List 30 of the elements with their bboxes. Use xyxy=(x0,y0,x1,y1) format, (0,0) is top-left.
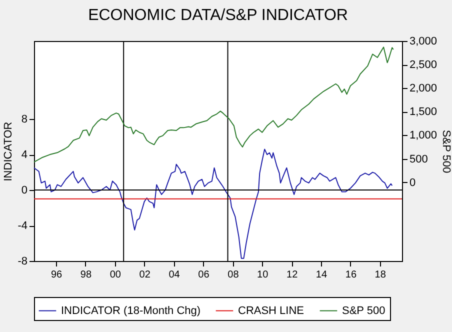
x-tick-label: 12 xyxy=(286,270,298,280)
y-axis-title: INDICATOR xyxy=(2,122,15,182)
x-tick-label: 98 xyxy=(80,270,92,280)
x-tick-label: 14 xyxy=(316,270,328,280)
legend-label: CRASH LINE xyxy=(238,304,304,317)
x-tick-label: 10 xyxy=(257,270,269,280)
y-tick-label: 4 xyxy=(21,149,28,162)
legend-label: INDICATOR (18-Month Chg) xyxy=(61,304,201,317)
x-tick-label: 18 xyxy=(374,270,386,280)
y2-tick-label: 2,000 xyxy=(410,82,438,95)
x-tick-label: 06 xyxy=(198,270,210,280)
y2-tick-label: 2,500 xyxy=(410,59,438,72)
y-tick-label: 8 xyxy=(21,114,28,126)
y-tick-label: -8 xyxy=(18,256,28,268)
x-tick-label: 04 xyxy=(168,270,180,280)
y2-tick-label: 500 xyxy=(410,153,428,166)
y2-tick-label: 0 xyxy=(410,176,416,189)
chart-title: ECONOMIC DATA/S&P INDICATOR xyxy=(88,7,348,24)
x-tick-label: 02 xyxy=(139,270,151,280)
x-tick-label: 16 xyxy=(345,270,357,280)
legend-label: S&P 500 xyxy=(342,304,386,317)
y2-axis-title: S&P 500 xyxy=(440,130,452,174)
x-tick-label: 00 xyxy=(110,270,122,280)
y2-tick-label: 1,000 xyxy=(410,130,438,142)
y2-tick-label: 1,500 xyxy=(410,106,438,118)
x-tick-label: 08 xyxy=(228,270,240,280)
x-tick-label: 96 xyxy=(50,270,63,280)
y2-tick-label: 3,000 xyxy=(410,36,438,48)
y-tick-label: -4 xyxy=(18,220,28,232)
y-tick-label: 0 xyxy=(21,184,28,197)
